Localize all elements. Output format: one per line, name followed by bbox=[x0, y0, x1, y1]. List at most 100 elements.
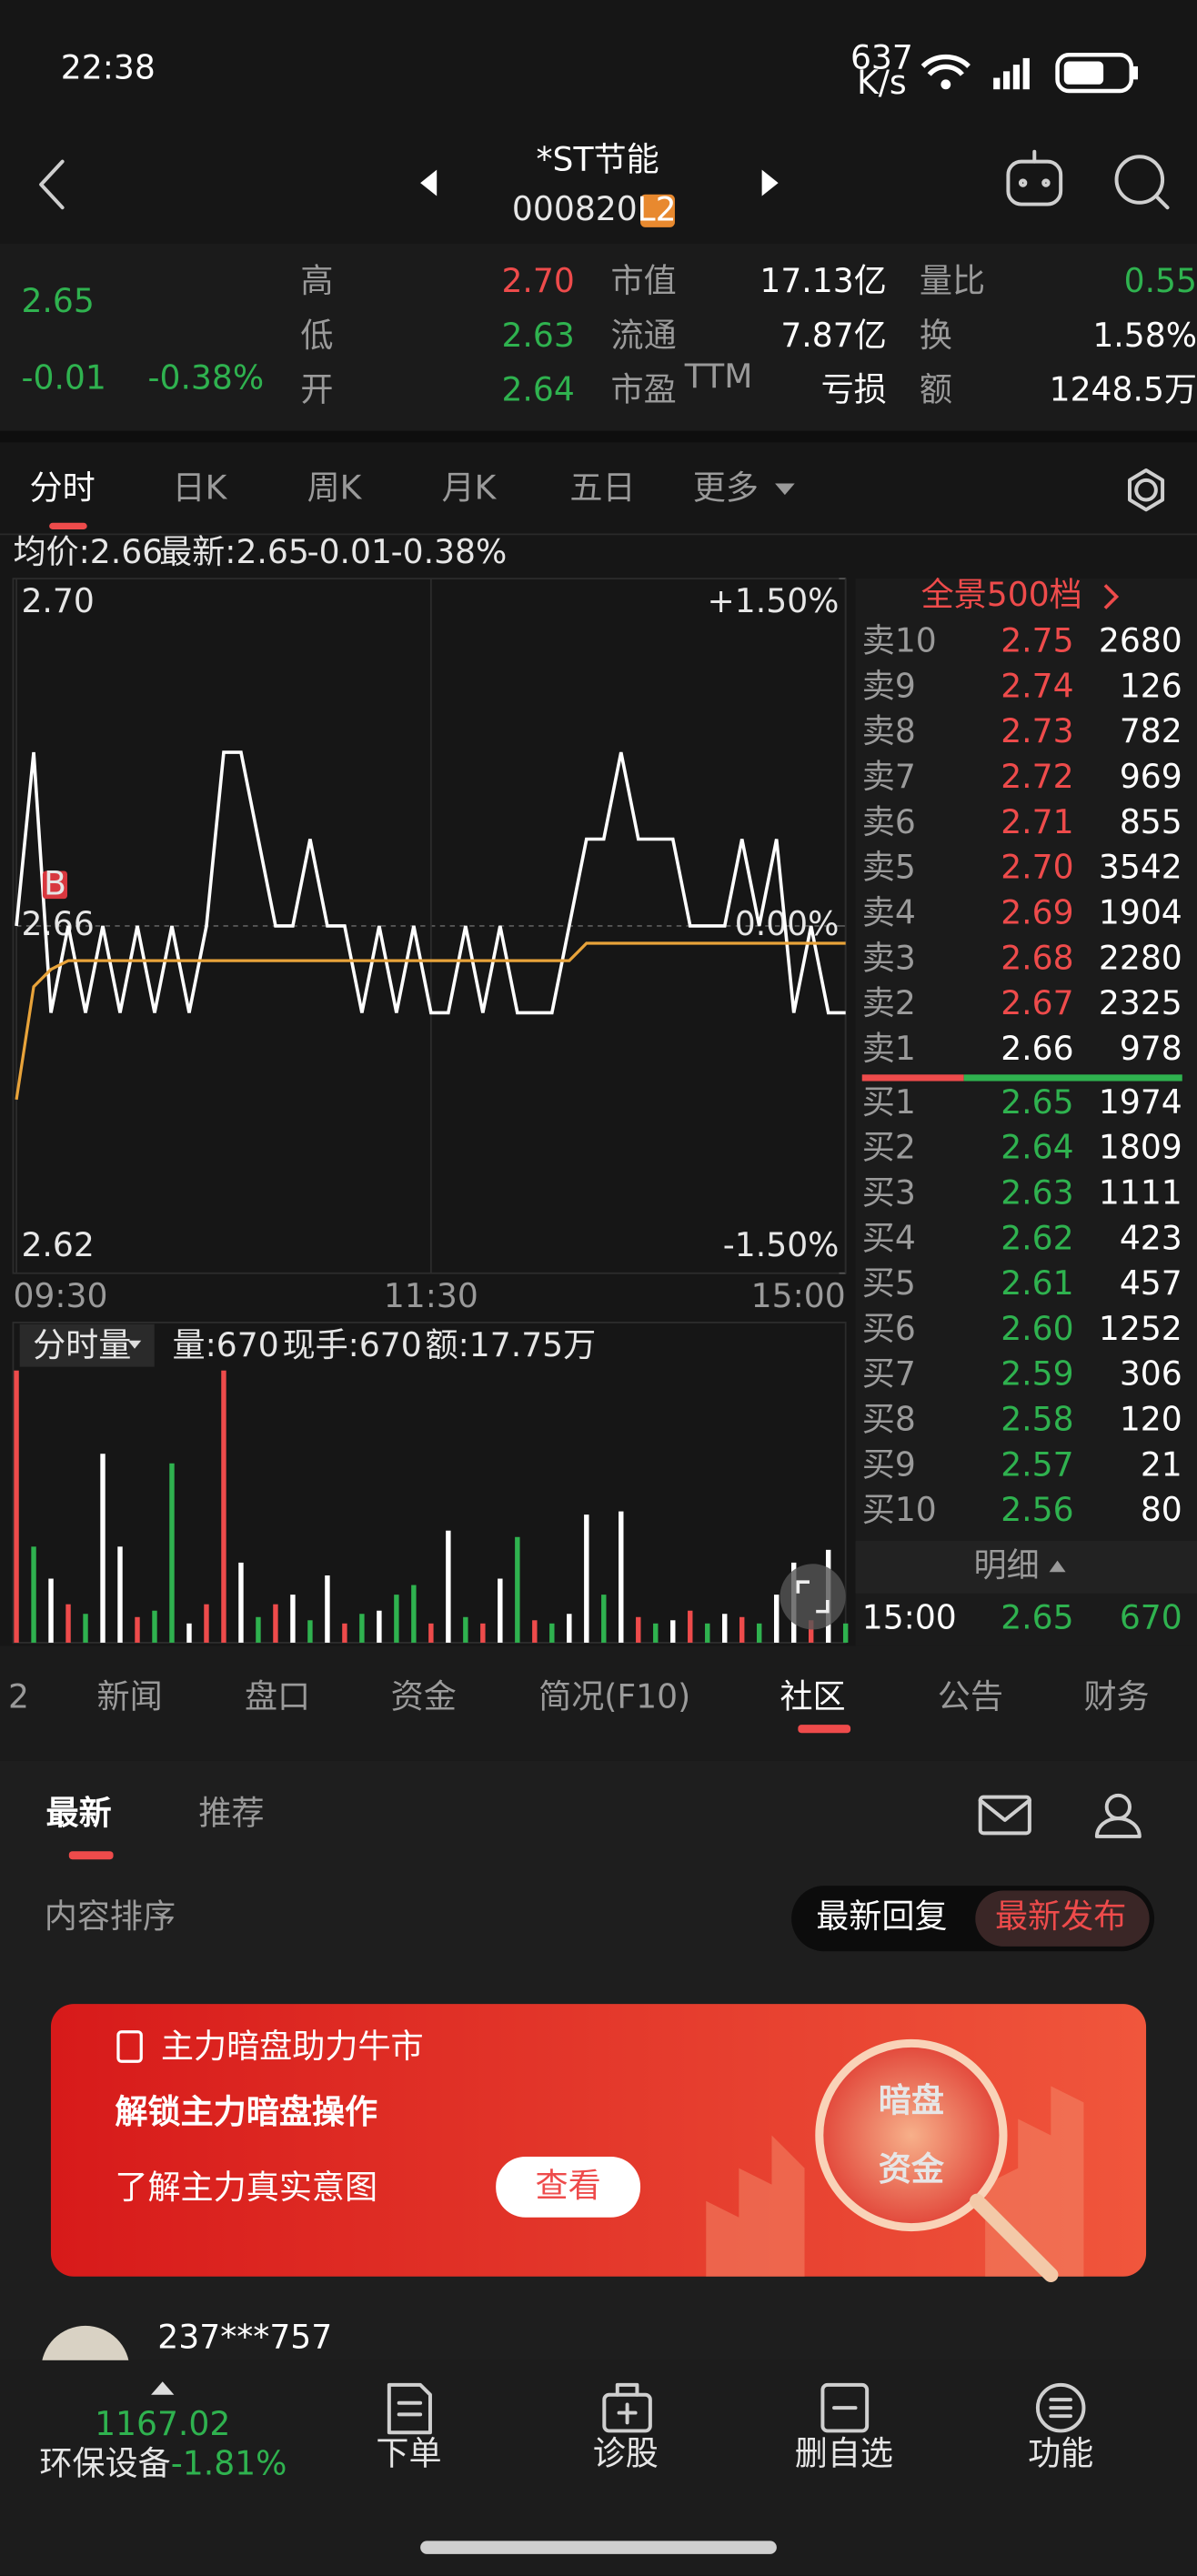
book-label: 卖8 bbox=[862, 711, 916, 750]
info-tab[interactable]: 盘口 bbox=[245, 1676, 310, 1716]
book-label: 卖5 bbox=[862, 848, 916, 887]
badge: L2 bbox=[638, 190, 677, 229]
search-icon[interactable] bbox=[1114, 155, 1170, 210]
detail-label[interactable]: 明细 bbox=[974, 1545, 1040, 1585]
back-button[interactable] bbox=[39, 159, 65, 210]
volume-bar bbox=[808, 1620, 814, 1643]
chart-tab[interactable]: 五日 bbox=[569, 468, 635, 508]
chart-tab[interactable]: 更多 bbox=[693, 468, 759, 508]
volume-bar bbox=[325, 1575, 330, 1643]
volume-bar bbox=[515, 1536, 520, 1643]
book-volume: 126 bbox=[1120, 666, 1182, 705]
caret bbox=[127, 1340, 142, 1349]
volume-bar bbox=[498, 1578, 503, 1643]
book-price: 2.61 bbox=[1001, 1263, 1073, 1303]
volume-bar bbox=[463, 1616, 468, 1643]
sort-option[interactable]: 最新回复 bbox=[816, 1897, 947, 1936]
book-label: 卖1 bbox=[862, 1029, 916, 1068]
info-tab[interactable]: 2 bbox=[8, 1676, 29, 1716]
volume-bar bbox=[238, 1562, 244, 1643]
buy-marker: B bbox=[44, 864, 66, 903]
stat-label: 额 bbox=[920, 369, 952, 408]
banner[interactable] bbox=[50, 2004, 1147, 2283]
book-volume: 423 bbox=[1120, 1218, 1182, 1257]
next-stock[interactable] bbox=[761, 169, 779, 196]
volume-bar bbox=[169, 1463, 175, 1643]
book-price: 2.58 bbox=[1001, 1400, 1073, 1439]
banner-tag: 主力暗盘助力牛市 bbox=[161, 2027, 424, 2066]
book-volume: 306 bbox=[1120, 1354, 1182, 1394]
book-volume: 1904 bbox=[1099, 892, 1182, 931]
info-tab[interactable]: 简况(F10) bbox=[538, 1676, 690, 1716]
fullscreen-icon bbox=[796, 1580, 830, 1614]
sort-active bbox=[975, 1890, 1150, 1947]
post-user[interactable]: 237***757 bbox=[157, 2317, 332, 2356]
volume-bar bbox=[135, 1616, 140, 1643]
book-title[interactable]: 全景500档 bbox=[921, 575, 1082, 614]
nav-item[interactable]: 功能 bbox=[1028, 2434, 1093, 2473]
stat-value: 1.58% bbox=[1092, 316, 1197, 355]
info-tab[interactable]: 财务 bbox=[1083, 1676, 1149, 1716]
price: 2.65 bbox=[21, 281, 94, 320]
book-label: 买3 bbox=[862, 1172, 916, 1212]
user-icon[interactable] bbox=[1094, 1793, 1142, 1838]
book-volume: 2280 bbox=[1099, 938, 1182, 977]
prev-stock[interactable] bbox=[420, 169, 438, 196]
robot-icon[interactable] bbox=[1006, 149, 1063, 206]
book-label: 卖9 bbox=[862, 666, 916, 705]
book-volume: 80 bbox=[1141, 1490, 1182, 1529]
banner-button-bg[interactable] bbox=[496, 2156, 641, 2218]
info-tab[interactable]: 社区 bbox=[780, 1676, 845, 1716]
book-label: 卖4 bbox=[862, 892, 916, 931]
banner-button[interactable]: 查看 bbox=[536, 2166, 601, 2205]
volume-bar bbox=[83, 1614, 88, 1643]
tab-recommend[interactable]: 推荐 bbox=[198, 1793, 264, 1832]
volume-bar bbox=[221, 1370, 226, 1643]
nav-item[interactable]: 诊股 bbox=[593, 2434, 659, 2473]
book-price: 2.71 bbox=[1001, 802, 1073, 841]
sort-option[interactable]: 最新发布 bbox=[995, 1897, 1126, 1936]
book-price: 2.60 bbox=[1001, 1309, 1073, 1348]
clock: 22:38 bbox=[61, 48, 156, 87]
chart-tab[interactable]: 周K bbox=[307, 468, 363, 508]
fullscreen-button[interactable] bbox=[780, 1564, 846, 1630]
tab-latest[interactable]: 最新 bbox=[46, 1793, 112, 1832]
volume-bar bbox=[549, 1623, 555, 1643]
stat-value: 2.70 bbox=[501, 261, 574, 300]
volume-bar bbox=[636, 1616, 641, 1643]
price-line bbox=[15, 750, 846, 1015]
volume-info: 量:670 bbox=[173, 1325, 279, 1364]
book-label: 买6 bbox=[862, 1309, 916, 1348]
stat-label: 开 bbox=[300, 369, 333, 408]
book-price: 2.64 bbox=[1001, 1128, 1073, 1167]
volume-bar bbox=[290, 1595, 296, 1643]
nav-icons[interactable] bbox=[387, 2382, 1086, 2435]
x-tick-label: 09:30 bbox=[13, 1276, 107, 1315]
volume-bar bbox=[601, 1595, 607, 1643]
chart-tab[interactable]: 日K bbox=[173, 468, 228, 508]
price-line bbox=[15, 941, 846, 1101]
volume-bar bbox=[722, 1614, 728, 1643]
book-label: 买2 bbox=[862, 1128, 916, 1167]
stat-sup: TTM bbox=[684, 357, 753, 396]
quote-panel bbox=[0, 243, 1197, 431]
index-value[interactable]: 1167.02 bbox=[95, 2404, 230, 2443]
book-label: 买9 bbox=[862, 1444, 916, 1484]
book-volume: 457 bbox=[1120, 1263, 1182, 1303]
chart-tab[interactable]: 月K bbox=[442, 468, 498, 508]
volume-bar bbox=[307, 1620, 313, 1643]
mail-icon[interactable] bbox=[978, 1795, 1031, 1836]
chart-info: 最新:2.65 bbox=[159, 532, 309, 571]
info-tab[interactable]: 新闻 bbox=[97, 1676, 163, 1716]
settings-icon[interactable] bbox=[1128, 468, 1165, 512]
nav-item[interactable]: 删自选 bbox=[795, 2434, 893, 2473]
nav-item[interactable]: 下单 bbox=[376, 2434, 441, 2473]
trade-time: 15:00 bbox=[862, 1598, 957, 1637]
chart-tab[interactable]: 分时 bbox=[29, 468, 95, 508]
info-tab[interactable]: 公告 bbox=[938, 1676, 1003, 1716]
info-tab[interactable]: 资金 bbox=[391, 1676, 457, 1716]
book-price: 2.75 bbox=[1001, 621, 1073, 660]
volume-info: 额:17.75万 bbox=[426, 1325, 597, 1364]
volume-title[interactable]: 分时量 bbox=[33, 1325, 131, 1364]
